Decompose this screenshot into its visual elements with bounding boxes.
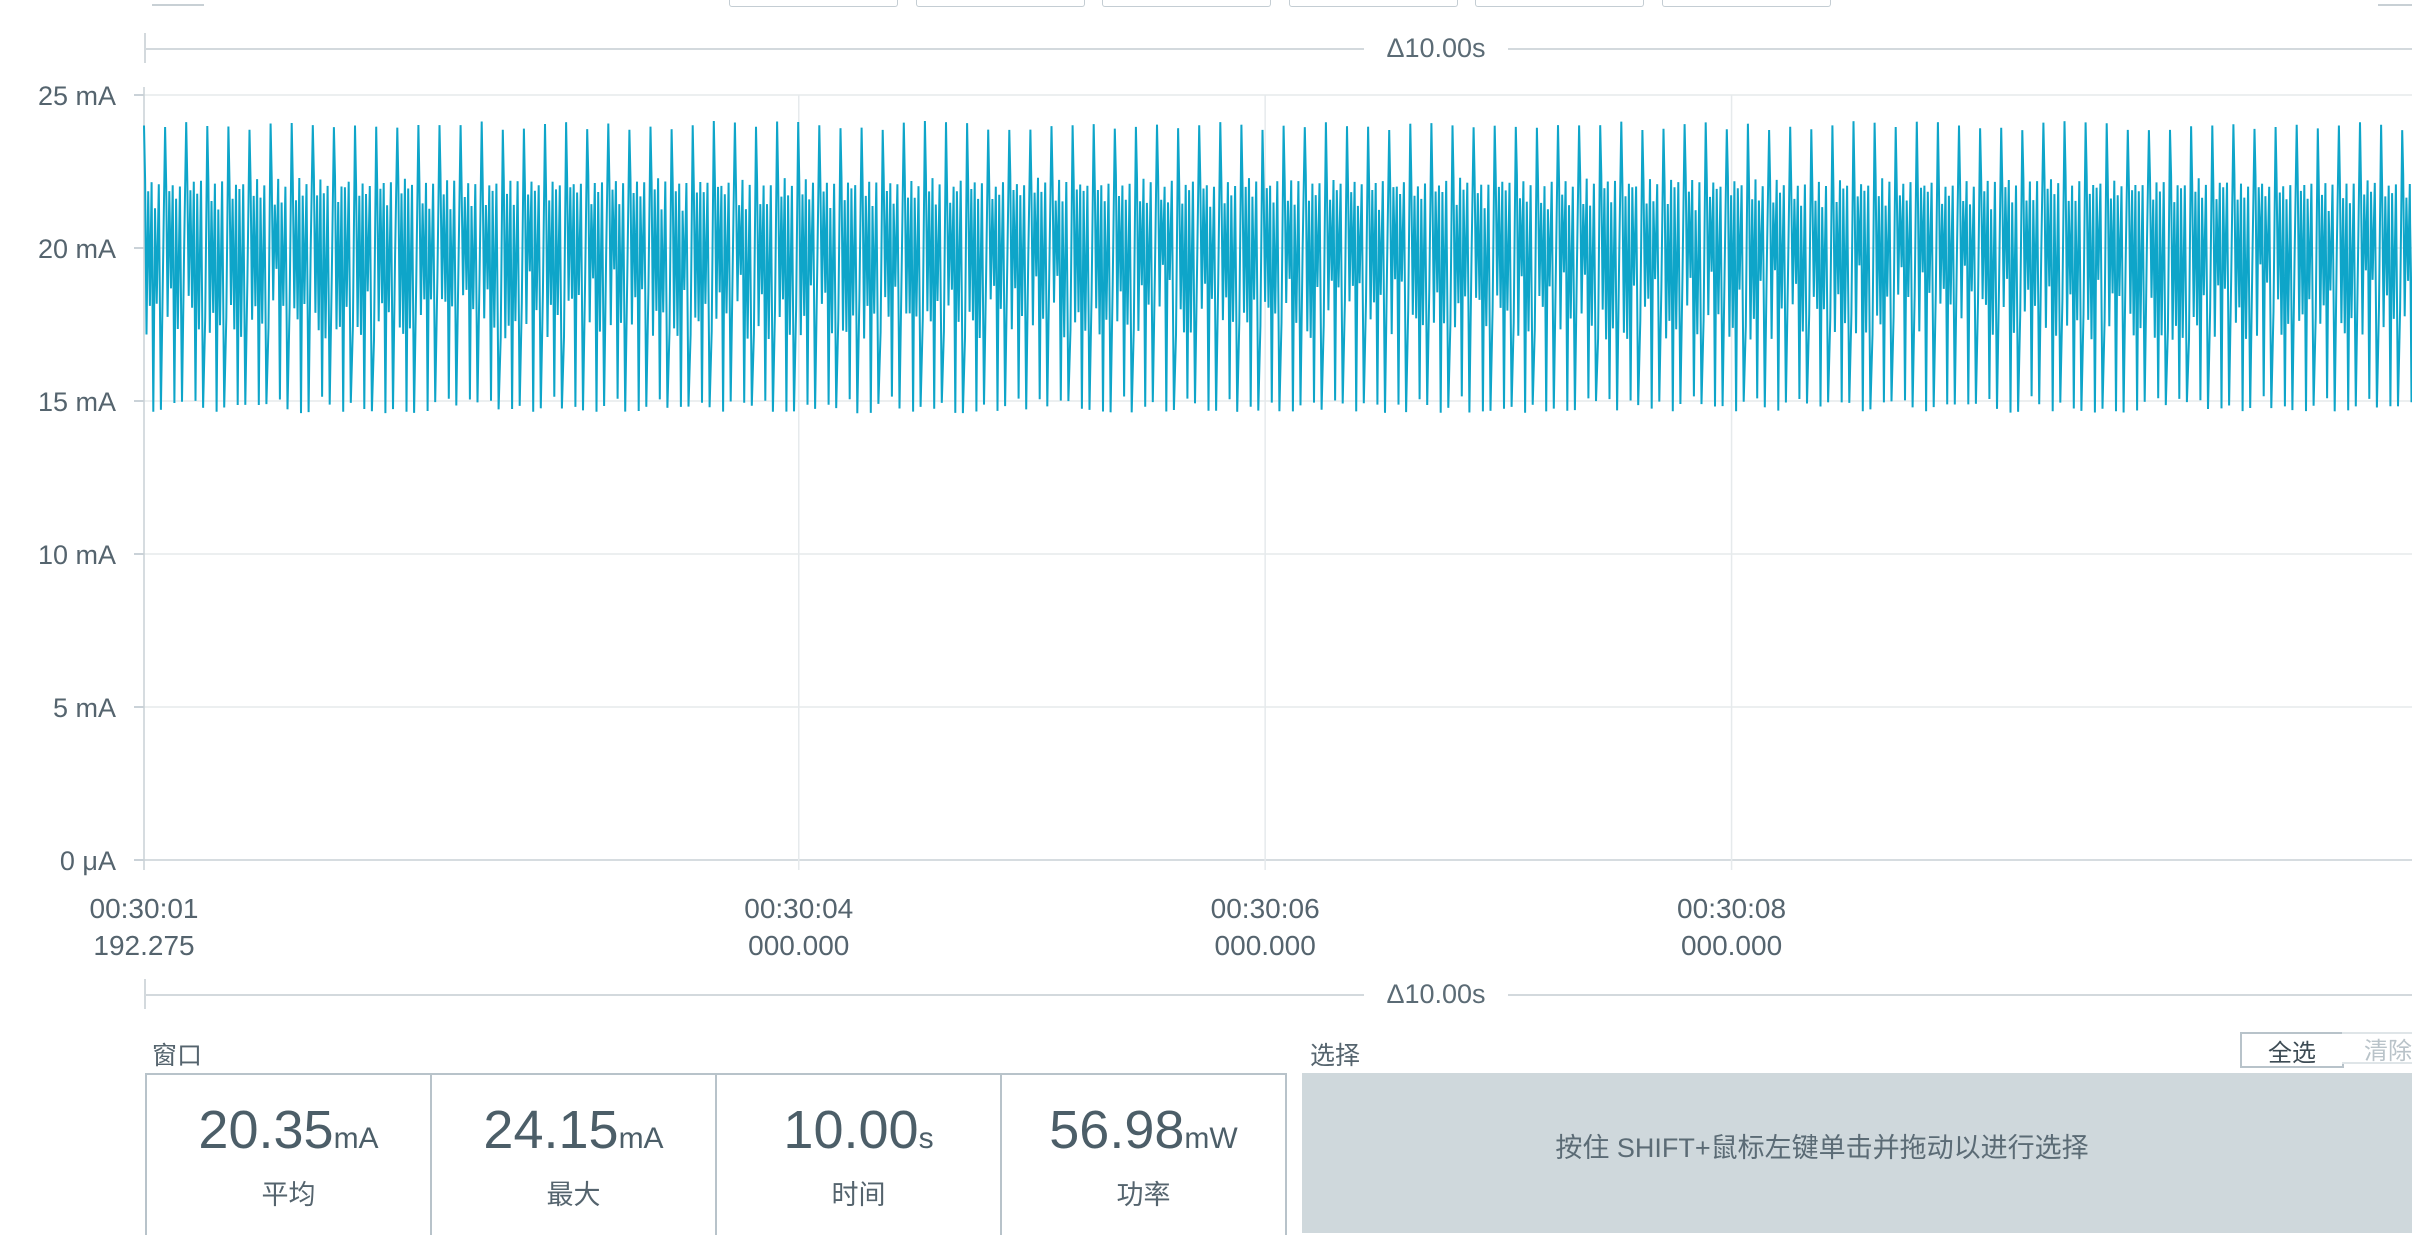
selection-section-label: 选择 [1310, 1036, 1360, 1072]
x-tick-time: 00:30:04 [744, 893, 853, 924]
stat-power: 56.98mW 功率 [1002, 1075, 1285, 1235]
selection-hint: 按住 SHIFT+鼠标左键单击并拖动以进行选择 [1555, 1126, 2088, 1165]
stat-power-value: 56.98 [1049, 1100, 1184, 1160]
x-tick-subtime: 000.000 [1681, 930, 1782, 961]
x-tick-subtime: 000.000 [748, 930, 849, 961]
stat-max-value: 24.15 [483, 1100, 618, 1160]
stat-average-value: 20.35 [198, 1100, 333, 1160]
window-stats-panel: 20.35mA 平均 24.15mA 最大 10.00s 时间 56.98mW … [145, 1073, 1287, 1235]
y-tick-label: 5 mA [53, 693, 116, 723]
stat-average: 20.35mA 平均 [147, 1075, 432, 1235]
selection-duration-indicator: Δ10.00s [144, 983, 2412, 1005]
current-chart[interactable]: 25 mA 20 mA 15 mA 10 mA 5 mA 0 μA 00:30:01 192… [0, 0, 2412, 990]
x-tick-time: 00:30:01 [90, 893, 199, 924]
selection-area[interactable]: 按住 SHIFT+鼠标左键单击并拖动以进行选择 [1302, 1073, 2412, 1233]
stat-max-unit: mA [619, 1122, 664, 1155]
current-trace [144, 121, 2412, 413]
clear-selection-button[interactable]: 清除 [2342, 1032, 2412, 1064]
y-tick-label: 25 mA [38, 81, 116, 111]
stat-average-label: 平均 [147, 1173, 430, 1212]
stat-time-label: 时间 [717, 1173, 1000, 1212]
stat-max-label: 最大 [432, 1173, 715, 1212]
y-axis-labels: 25 mA 20 mA 15 mA 10 mA 5 mA 0 μA [38, 81, 116, 876]
stat-power-unit: mW [1184, 1122, 1237, 1155]
x-tick-subtime: 000.000 [1215, 930, 1316, 961]
y-tick-label: 20 mA [38, 234, 116, 264]
x-tick-time: 00:30:06 [1211, 893, 1320, 924]
select-all-button[interactable]: 全选 [2240, 1032, 2344, 1068]
x-tick-time: 00:30:08 [1677, 893, 1786, 924]
y-tick-label: 0 μA [60, 846, 116, 876]
stat-max: 24.15mA 最大 [432, 1075, 717, 1235]
stat-average-unit: mA [334, 1122, 379, 1155]
x-tick-subtime: 192.275 [93, 930, 194, 961]
selection-duration-label: Δ10.00s [1364, 979, 1507, 1009]
x-axis-labels: 00:30:01 192.275 00:30:04 000.000 00:30:06 00… [90, 893, 2412, 961]
window-section-label: 窗口 [152, 1036, 202, 1072]
stat-time-value: 10.00 [783, 1100, 918, 1160]
stat-time-unit: s [919, 1122, 934, 1155]
y-tick-label: 10 mA [38, 540, 116, 570]
stat-power-label: 功率 [1002, 1173, 1285, 1212]
y-tick-label: 15 mA [38, 387, 116, 417]
stat-time: 10.00s 时间 [717, 1075, 1002, 1235]
